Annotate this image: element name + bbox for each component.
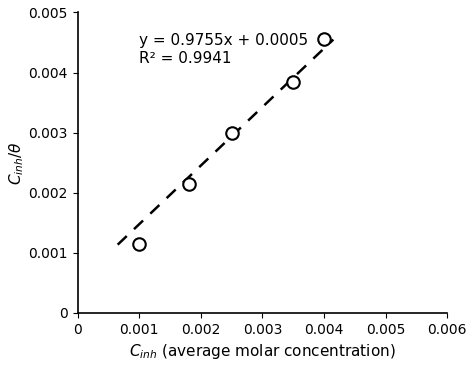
Y-axis label: $C_{inh}/\theta$: $C_{inh}/\theta$: [7, 141, 26, 184]
Point: [228, 130, 236, 135]
X-axis label: $C_{inh}$ (average molar concentration): $C_{inh}$ (average molar concentration): [129, 342, 396, 361]
Point: [320, 36, 328, 42]
Text: y = 0.9755x + 0.0005
R² = 0.9941: y = 0.9755x + 0.0005 R² = 0.9941: [139, 33, 309, 66]
Point: [136, 241, 143, 247]
Point: [185, 181, 192, 187]
Point: [290, 79, 297, 85]
